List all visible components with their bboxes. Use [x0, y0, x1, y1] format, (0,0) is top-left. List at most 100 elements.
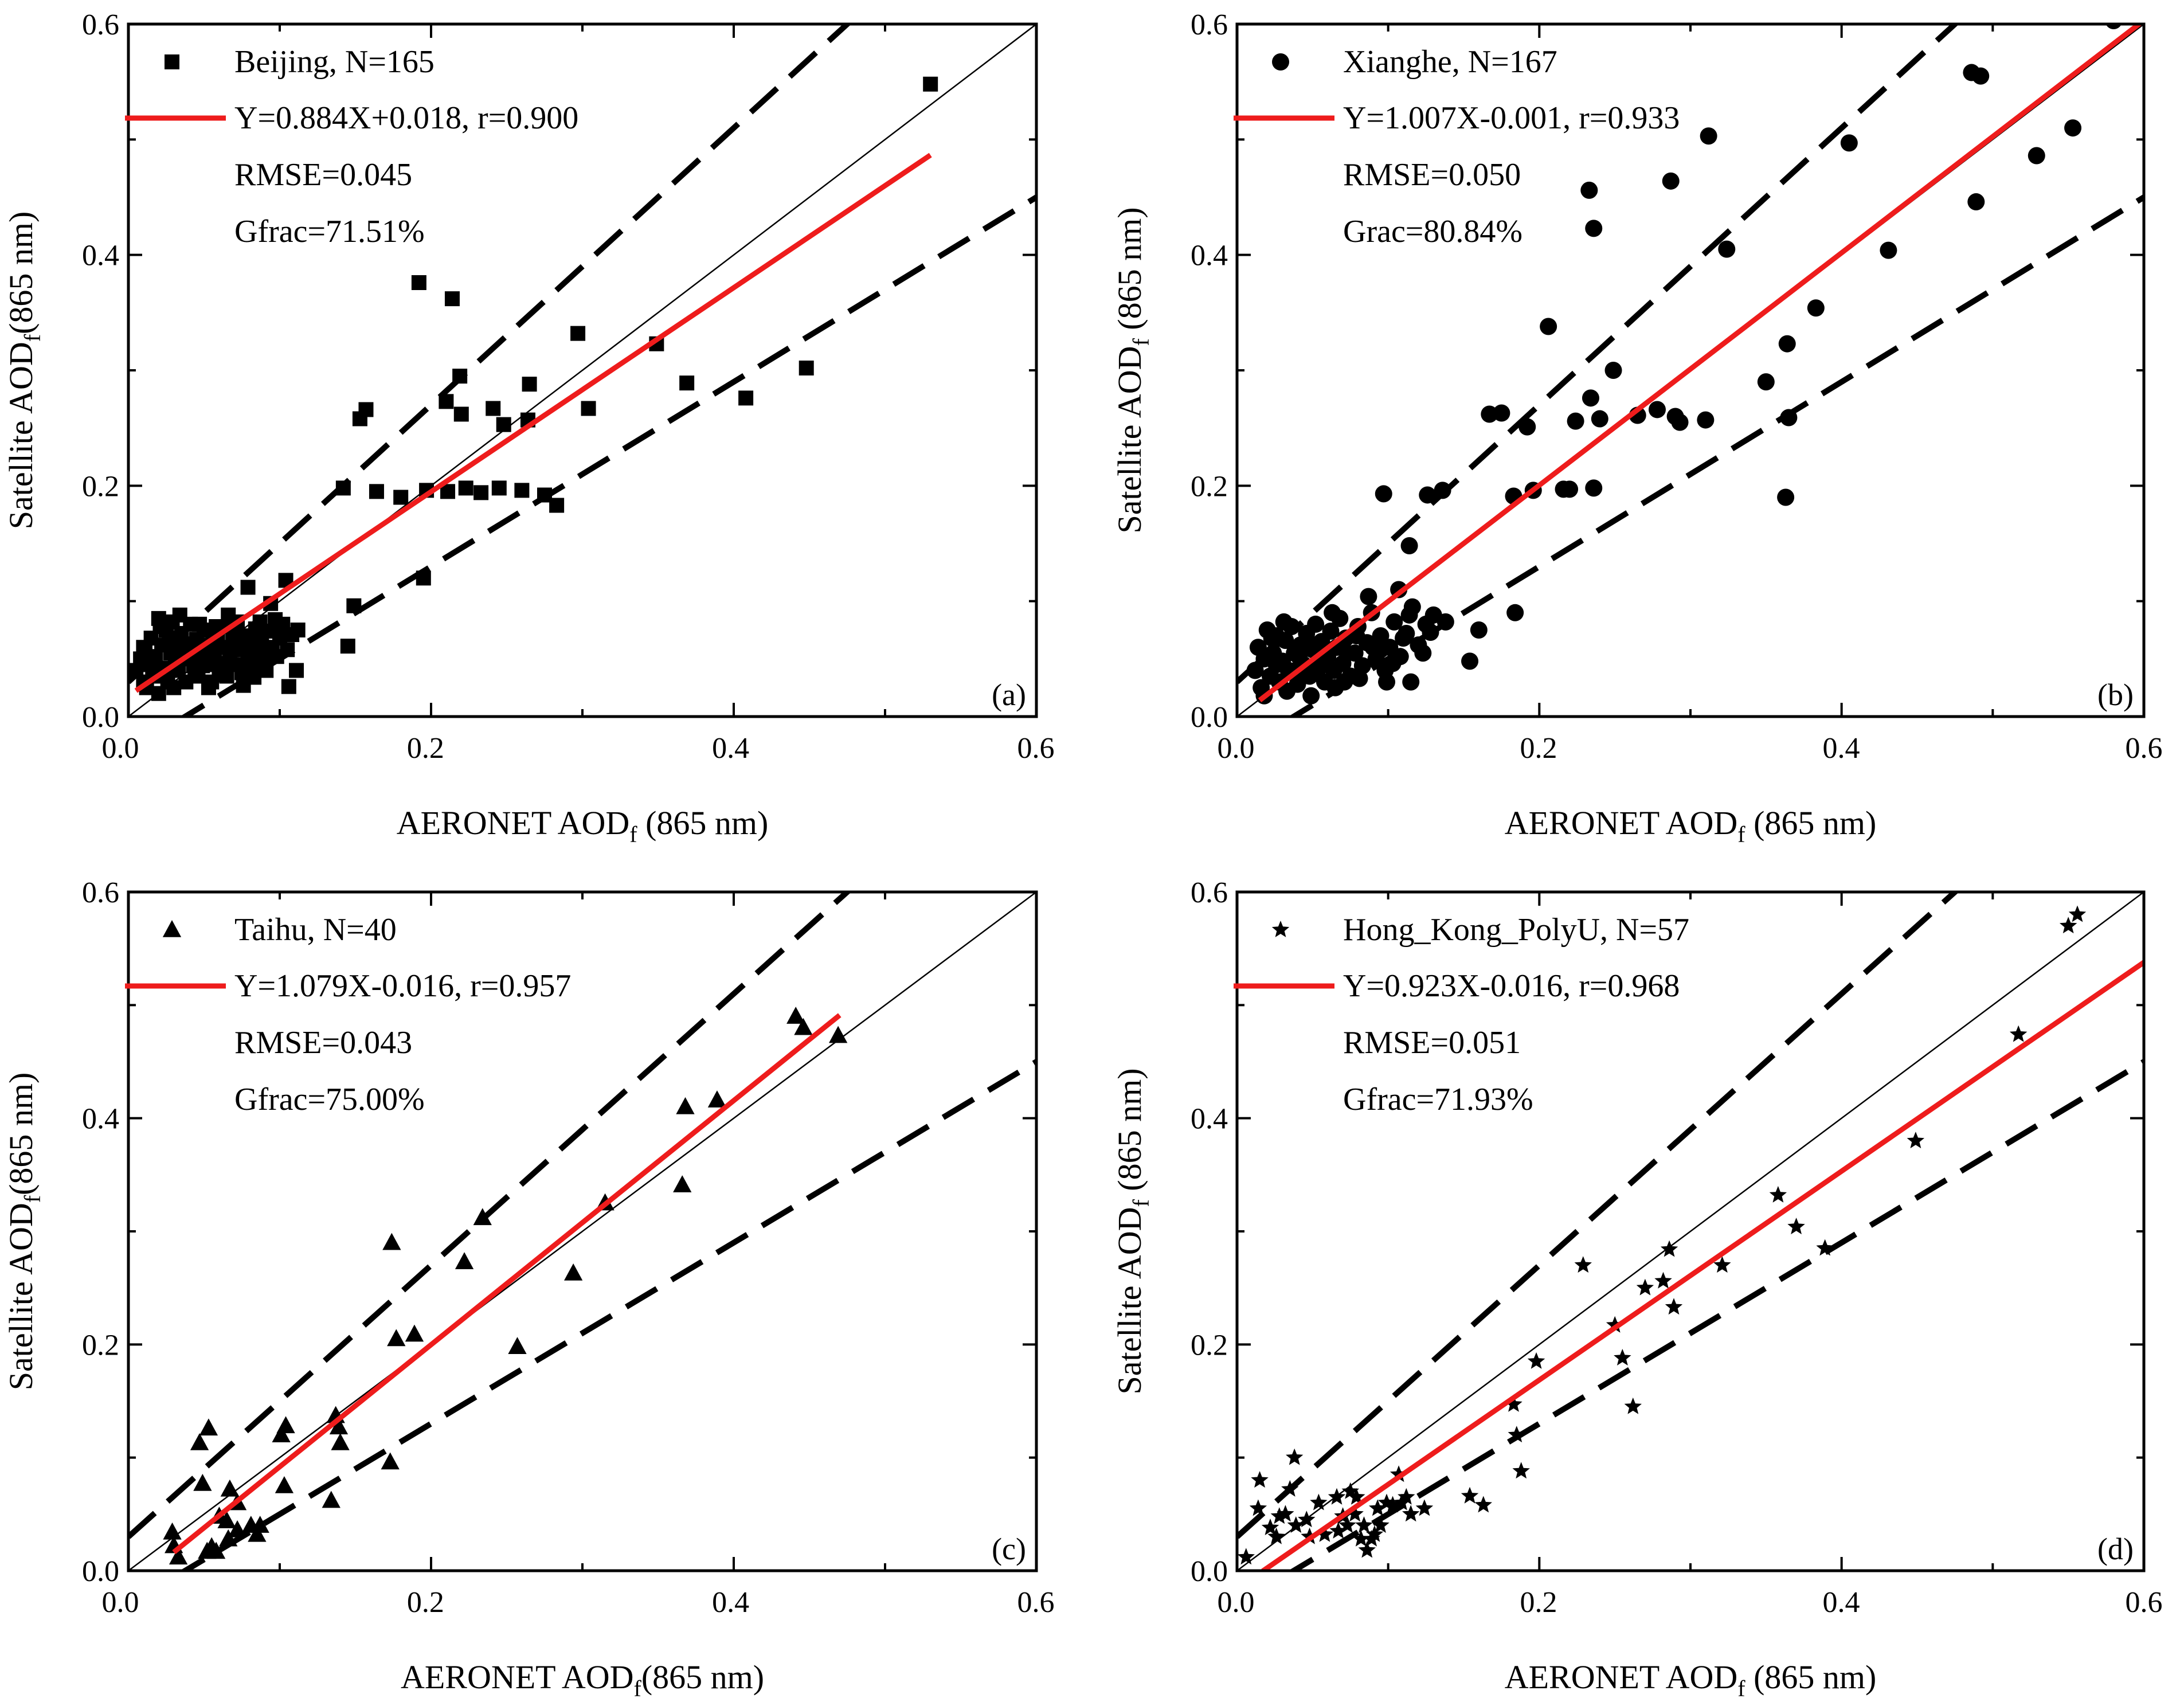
data-point: [1816, 1239, 1834, 1256]
data-point: [794, 1018, 813, 1035]
data-point: [1512, 1462, 1530, 1479]
panel-label: (a): [992, 678, 1026, 712]
legend-rmse: RMSE=0.043: [234, 1025, 412, 1061]
data-point: [679, 375, 695, 391]
data-point: [382, 1232, 401, 1250]
data-point: [1880, 241, 1897, 259]
data-point: [340, 639, 355, 654]
data-point: [1298, 1511, 1316, 1528]
data-point: [1840, 134, 1858, 152]
data-point: [508, 1337, 527, 1355]
data-point: [1527, 1352, 1545, 1369]
data-point: [1470, 621, 1488, 639]
data-point: [1316, 1525, 1334, 1542]
x-tick-label: 0.4: [1823, 732, 1860, 765]
data-point: [192, 616, 208, 632]
legend-rmse: RMSE=0.045: [234, 157, 412, 193]
data-point: [201, 680, 216, 695]
data-point: [162, 631, 177, 646]
y-tick-label: 0.0: [82, 701, 119, 734]
data-point: [138, 644, 153, 660]
data-point: [411, 275, 426, 290]
data-point: [1338, 644, 1356, 662]
data-point: [284, 627, 300, 643]
data-point: [1261, 1519, 1279, 1535]
data-point: [369, 484, 384, 499]
data-point: [738, 390, 754, 406]
data-point: [169, 1547, 188, 1565]
data-point: [1508, 1426, 1525, 1443]
legend-series-name: Hong_Kong_PolyU, N=57: [1343, 912, 1689, 948]
data-point: [1967, 193, 1985, 211]
data-point: [335, 480, 351, 496]
x-axis-label: AERONET AODf(865 nm): [401, 1658, 764, 1701]
data-point: [193, 1474, 212, 1491]
x-tick-label: 0.0: [102, 1586, 139, 1619]
data-point: [2028, 147, 2045, 165]
data-point: [252, 614, 268, 629]
data-point: [1419, 486, 1437, 504]
scatter-panel-b: 0.0 0.2 0.4 0.6 0.0 0.2 0.4 0.6 AERONET AODf (86…: [1111, 9, 2163, 847]
upper-error-envelope: [128, 892, 852, 1539]
data-point: [1277, 632, 1294, 649]
data-point: [1662, 172, 1680, 190]
regression-line: [134, 152, 932, 693]
data-point: [581, 401, 596, 416]
upper-error-envelope: [128, 24, 852, 684]
x-tick-label: 0.0: [102, 732, 139, 765]
x-tick-label: 0.2: [407, 1586, 444, 1619]
data-point: [570, 326, 586, 341]
data-point: [1338, 1516, 1356, 1533]
data-point: [1671, 413, 1689, 431]
legend-marker-icon: [1271, 921, 1290, 937]
data-point: [275, 1476, 294, 1493]
y-tick-label: 0.2: [82, 470, 119, 503]
data-point: [1555, 480, 1572, 498]
data-point: [455, 1252, 474, 1270]
data-point: [1341, 1482, 1359, 1499]
data-point: [1461, 652, 1479, 670]
regression-line: [172, 1013, 841, 1555]
data-point: [238, 658, 254, 674]
data-point: [1351, 670, 1368, 687]
data-point: [829, 1026, 848, 1043]
data-point: [496, 417, 511, 432]
legend-series-name: Xianghe, N=167: [1343, 44, 1557, 80]
data-point: [1807, 299, 1825, 317]
x-tick-label: 0.2: [1520, 732, 1557, 765]
data-point: [163, 1522, 182, 1540]
data-point: [219, 1529, 238, 1547]
x-tick-label: 0.6: [2126, 732, 2163, 765]
data-point: [1281, 1480, 1299, 1497]
data-point: [1278, 682, 1296, 700]
legend-rmse: RMSE=0.050: [1343, 157, 1521, 193]
data-point: [440, 484, 456, 499]
upper-error-envelope: [1237, 892, 1959, 1539]
data-point: [1375, 485, 1392, 503]
data-point: [1302, 687, 1320, 705]
y-tick-label: 0.6: [82, 877, 119, 909]
data-point: [1267, 1527, 1285, 1544]
data-point: [152, 619, 168, 634]
data-point: [1777, 488, 1795, 506]
x-tick-label: 0.0: [1218, 732, 1255, 765]
data-point: [1287, 1516, 1305, 1533]
x-axis-label: AERONET AODf (865 nm): [397, 804, 769, 847]
legend-gfrac: Gfrac=75.00%: [234, 1082, 425, 1117]
data-point: [217, 1511, 236, 1528]
data-point: [1310, 1493, 1328, 1511]
legend-series-name: Taihu, N=40: [234, 912, 397, 948]
data-point: [1606, 1316, 1624, 1333]
x-axis-label: AERONET AODf (865 nm): [1505, 804, 1877, 847]
data-point: [1713, 1256, 1731, 1273]
x-tick-label: 0.6: [1017, 732, 1055, 765]
data-point: [1574, 1256, 1592, 1273]
data-point: [707, 1090, 727, 1108]
data-point: [537, 487, 552, 503]
data-point: [1246, 662, 1264, 679]
data-point: [1307, 615, 1325, 633]
data-point: [329, 1417, 349, 1435]
data-point: [172, 607, 187, 623]
data-point: [453, 406, 469, 422]
data-point: [1395, 629, 1412, 647]
